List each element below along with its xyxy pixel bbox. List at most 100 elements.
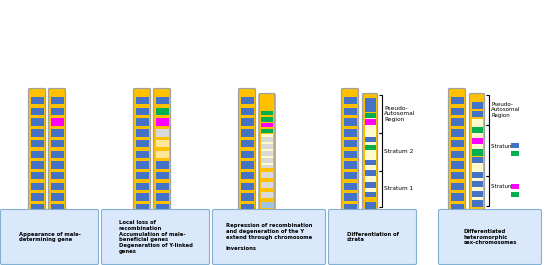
Bar <box>51 118 63 126</box>
Bar <box>471 162 482 200</box>
Bar <box>261 162 273 168</box>
Bar <box>450 129 464 136</box>
Bar <box>261 134 273 165</box>
Bar <box>30 172 43 179</box>
Text: Repression of recombination
and degeneration of the Y
extend through chromosome
: Repression of recombination and degenera… <box>226 223 312 251</box>
Text: Stratum 1: Stratum 1 <box>384 186 413 191</box>
Bar <box>365 160 376 165</box>
Bar <box>344 193 356 201</box>
Bar <box>156 215 168 222</box>
Bar <box>471 199 482 207</box>
Bar <box>51 204 63 212</box>
Bar <box>30 129 43 136</box>
Bar <box>261 111 273 115</box>
Text: Y: Y <box>159 245 165 254</box>
Bar <box>450 215 464 222</box>
Bar <box>511 151 519 156</box>
Bar <box>471 127 482 133</box>
Bar <box>261 182 273 188</box>
Bar <box>471 149 482 156</box>
Bar <box>450 226 464 233</box>
Bar <box>450 140 464 147</box>
Bar <box>51 183 63 190</box>
Bar <box>30 108 43 115</box>
Bar <box>365 105 376 112</box>
Text: Pseudo-
Autosomal
Region: Pseudo- Autosomal Region <box>491 101 520 118</box>
Bar <box>240 97 254 104</box>
Bar <box>261 137 273 142</box>
Bar <box>365 202 376 209</box>
Bar <box>30 215 43 222</box>
Bar <box>261 192 273 198</box>
Bar <box>30 151 43 158</box>
Bar <box>240 140 254 147</box>
Bar <box>261 172 273 178</box>
Bar <box>135 161 149 169</box>
FancyBboxPatch shape <box>342 89 359 241</box>
Bar <box>471 103 482 109</box>
Bar <box>240 151 254 158</box>
Bar <box>471 138 482 144</box>
Bar <box>261 123 273 127</box>
Bar <box>240 129 254 136</box>
Bar <box>51 129 63 136</box>
Bar <box>450 172 464 179</box>
FancyBboxPatch shape <box>448 89 465 241</box>
Bar <box>51 161 63 169</box>
Bar <box>240 193 254 201</box>
Bar <box>365 113 376 118</box>
Bar <box>156 161 168 169</box>
Bar <box>365 145 376 150</box>
Bar <box>240 183 254 190</box>
Bar <box>51 226 63 233</box>
Bar <box>365 119 376 125</box>
Bar <box>344 108 356 115</box>
Bar <box>261 222 273 228</box>
Bar <box>51 108 63 115</box>
Bar <box>471 157 482 162</box>
Bar <box>135 118 149 126</box>
Bar <box>344 226 356 233</box>
Bar <box>471 172 482 178</box>
Bar <box>261 129 273 133</box>
Bar <box>240 161 254 169</box>
Bar <box>135 215 149 222</box>
Bar <box>365 183 376 188</box>
Bar <box>471 191 482 197</box>
Bar <box>135 226 149 233</box>
Bar <box>30 183 43 190</box>
FancyBboxPatch shape <box>134 89 151 241</box>
Bar <box>135 151 149 158</box>
Bar <box>30 193 43 201</box>
Bar <box>511 192 519 197</box>
Bar <box>51 215 63 222</box>
Bar <box>30 140 43 147</box>
Bar <box>135 204 149 212</box>
Bar <box>344 204 356 212</box>
Text: Stratum 2: Stratum 2 <box>384 149 414 154</box>
Bar <box>450 118 464 126</box>
Bar <box>365 125 376 135</box>
Bar <box>240 118 254 126</box>
Text: Differentiated
heteromorphic
sex-chromosomes: Differentiated heteromorphic sex-chromos… <box>463 229 516 245</box>
Bar <box>365 154 376 192</box>
Bar <box>156 129 168 136</box>
Bar <box>450 193 464 201</box>
Bar <box>344 129 356 136</box>
Bar <box>471 213 482 220</box>
Bar <box>156 108 168 115</box>
Bar <box>51 97 63 104</box>
Text: Stratum 2: Stratum 2 <box>491 144 519 149</box>
Bar <box>365 189 376 197</box>
Bar <box>135 193 149 201</box>
Bar <box>261 211 273 219</box>
Bar <box>240 215 254 222</box>
FancyBboxPatch shape <box>259 94 275 236</box>
Bar <box>156 226 168 233</box>
Bar <box>156 118 168 126</box>
Text: Y: Y <box>54 245 60 254</box>
Bar <box>30 226 43 233</box>
Bar <box>51 140 63 147</box>
FancyBboxPatch shape <box>328 210 416 264</box>
Bar <box>365 98 376 105</box>
